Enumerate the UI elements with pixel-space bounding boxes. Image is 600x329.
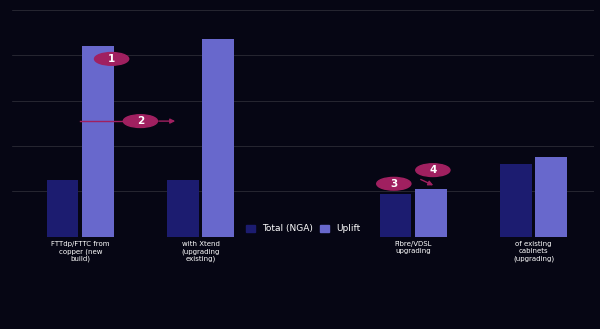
Ellipse shape — [124, 115, 157, 127]
Text: 1: 1 — [108, 54, 115, 64]
Ellipse shape — [416, 164, 450, 176]
Bar — [535, 157, 566, 237]
Bar — [47, 180, 79, 237]
Bar — [380, 194, 412, 237]
Bar — [167, 180, 199, 237]
Bar — [202, 39, 233, 237]
Ellipse shape — [377, 177, 411, 190]
Text: 4: 4 — [429, 165, 437, 175]
Bar — [500, 164, 532, 237]
Text: 2: 2 — [137, 116, 144, 126]
Legend: Total (NGA), Uplift: Total (NGA), Uplift — [242, 221, 364, 237]
Ellipse shape — [95, 53, 128, 65]
Bar — [415, 189, 446, 237]
Text: 3: 3 — [390, 179, 397, 189]
Bar — [82, 46, 113, 237]
